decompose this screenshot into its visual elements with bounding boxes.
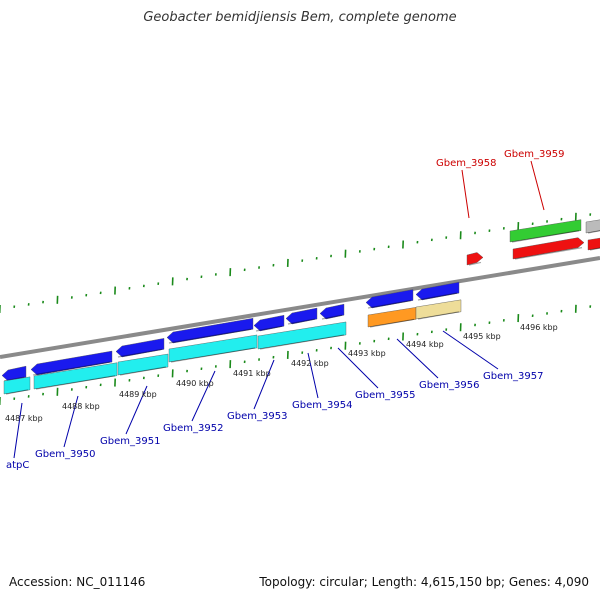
cds-cyan-block-shadow [5, 389, 29, 395]
cds-red-arrow-shadow [514, 247, 583, 260]
cds-green-block-shadow [511, 230, 580, 243]
cds-cyan-block [257, 321, 347, 350]
gene-leader [125, 385, 148, 435]
cds-blue-arrow-shadow [367, 299, 412, 309]
cds-blue-arrow [285, 307, 318, 325]
cds-blue-arrow-shadow [321, 314, 343, 320]
cds-tan-block [415, 299, 462, 320]
cds-cyan-block-shadow [259, 334, 345, 350]
gene-label: Gbem_3951 [100, 436, 160, 447]
cds-cyan-block [168, 334, 258, 363]
cds-blue-arrow-shadow [32, 361, 111, 376]
cds-blue-arrow [115, 338, 165, 358]
gene-label: Gbem_3950 [35, 449, 95, 460]
cds-cyan-block [33, 362, 118, 390]
cds-blue-arrow [253, 314, 285, 332]
cds-red-arrow-shadow [468, 261, 482, 266]
cds-cyan-block [117, 353, 169, 376]
gene-leader [307, 352, 319, 399]
gene-label: Gbem_3956 [419, 380, 479, 391]
accession-text: Accession: NC_011146 [9, 575, 146, 589]
cds-cyan-block-shadow [35, 375, 116, 390]
cds-red-block [587, 237, 600, 251]
cds-grey-block [585, 219, 600, 234]
cds-blue-arrow [415, 281, 460, 301]
genome-summary-text: Topology: circular; Length: 4,615,150 bp… [259, 575, 589, 589]
kbp-label: 4491 kbp [233, 369, 271, 378]
kbp-label: 4494 kbp [406, 340, 444, 349]
kbp-label: 4493 kbp [348, 349, 386, 358]
cds-blue-arrow [166, 318, 254, 344]
cds-blue-arrow [30, 350, 113, 376]
gene-leader [13, 402, 23, 459]
gene-leader [442, 330, 499, 370]
gene-label: Gbem_3957 [483, 371, 543, 382]
gene-leader [191, 370, 216, 422]
gene-label: Gbem_3952 [163, 423, 223, 434]
cds-orange-block [367, 307, 417, 328]
gene-label: Gbem_3959 [504, 149, 564, 160]
map-title: Geobacter bemidjiensis Bem, complete gen… [143, 10, 457, 25]
cds-red-arrow [512, 237, 585, 260]
cds-orange-block-shadow [369, 318, 415, 328]
gene-label: atpC [6, 460, 29, 471]
cds-green-block [509, 219, 582, 243]
cds-cyan-block [3, 376, 31, 395]
gene-label: Gbem_3954 [292, 400, 352, 411]
gene-leader [530, 160, 545, 211]
kbp-label: 4487 kbp [5, 414, 43, 423]
lower-tick-track [0, 304, 592, 406]
kbp-label: 4492 kbp [291, 359, 329, 368]
gene-labels: 4487 kbp 4488 kbp 4489 kbp 4490 kbp 4491 kbp… [5, 149, 564, 471]
cds-blue-arrow-shadow [168, 328, 252, 344]
cds-blue-arrow-shadow [287, 318, 316, 325]
gene-label: Gbem_3958 [436, 158, 496, 169]
feature-track [1, 219, 600, 395]
cds-blue-arrow [319, 303, 345, 320]
cds-red-arrow [466, 252, 484, 266]
gene-label: Gbem_3953 [227, 411, 287, 422]
cds-blue-arrow [365, 289, 414, 309]
upper-tick-track [0, 212, 592, 314]
kbp-label: 4489 kbp [119, 390, 157, 399]
cds-cyan-block-shadow [119, 366, 167, 376]
kbp-label: 4496 kbp [520, 323, 558, 332]
gene-leader [253, 359, 275, 410]
cds-blue-arrow-shadow [417, 292, 458, 301]
gene-label: Gbem_3955 [355, 390, 415, 401]
backbone-line [0, 256, 600, 359]
gene-leader [63, 395, 79, 448]
gene-leader [461, 169, 470, 219]
gene-leader [396, 338, 439, 379]
gene-leader [337, 347, 379, 389]
cds-cyan-block-shadow [170, 347, 256, 363]
kbp-label: 4495 kbp [463, 332, 501, 341]
kbp-label: 4488 kbp [62, 402, 100, 411]
cds-blue-arrow-shadow [255, 325, 283, 332]
cds-tan-block-shadow [417, 311, 460, 320]
cds-grey-block-shadow [587, 229, 600, 234]
kbp-label: 4490 kbp [176, 379, 214, 388]
label-leaders [13, 160, 545, 459]
cds-red-block-shadow [589, 247, 600, 251]
cds-blue-arrow-shadow [117, 348, 163, 358]
genome-backbone [0, 256, 600, 359]
